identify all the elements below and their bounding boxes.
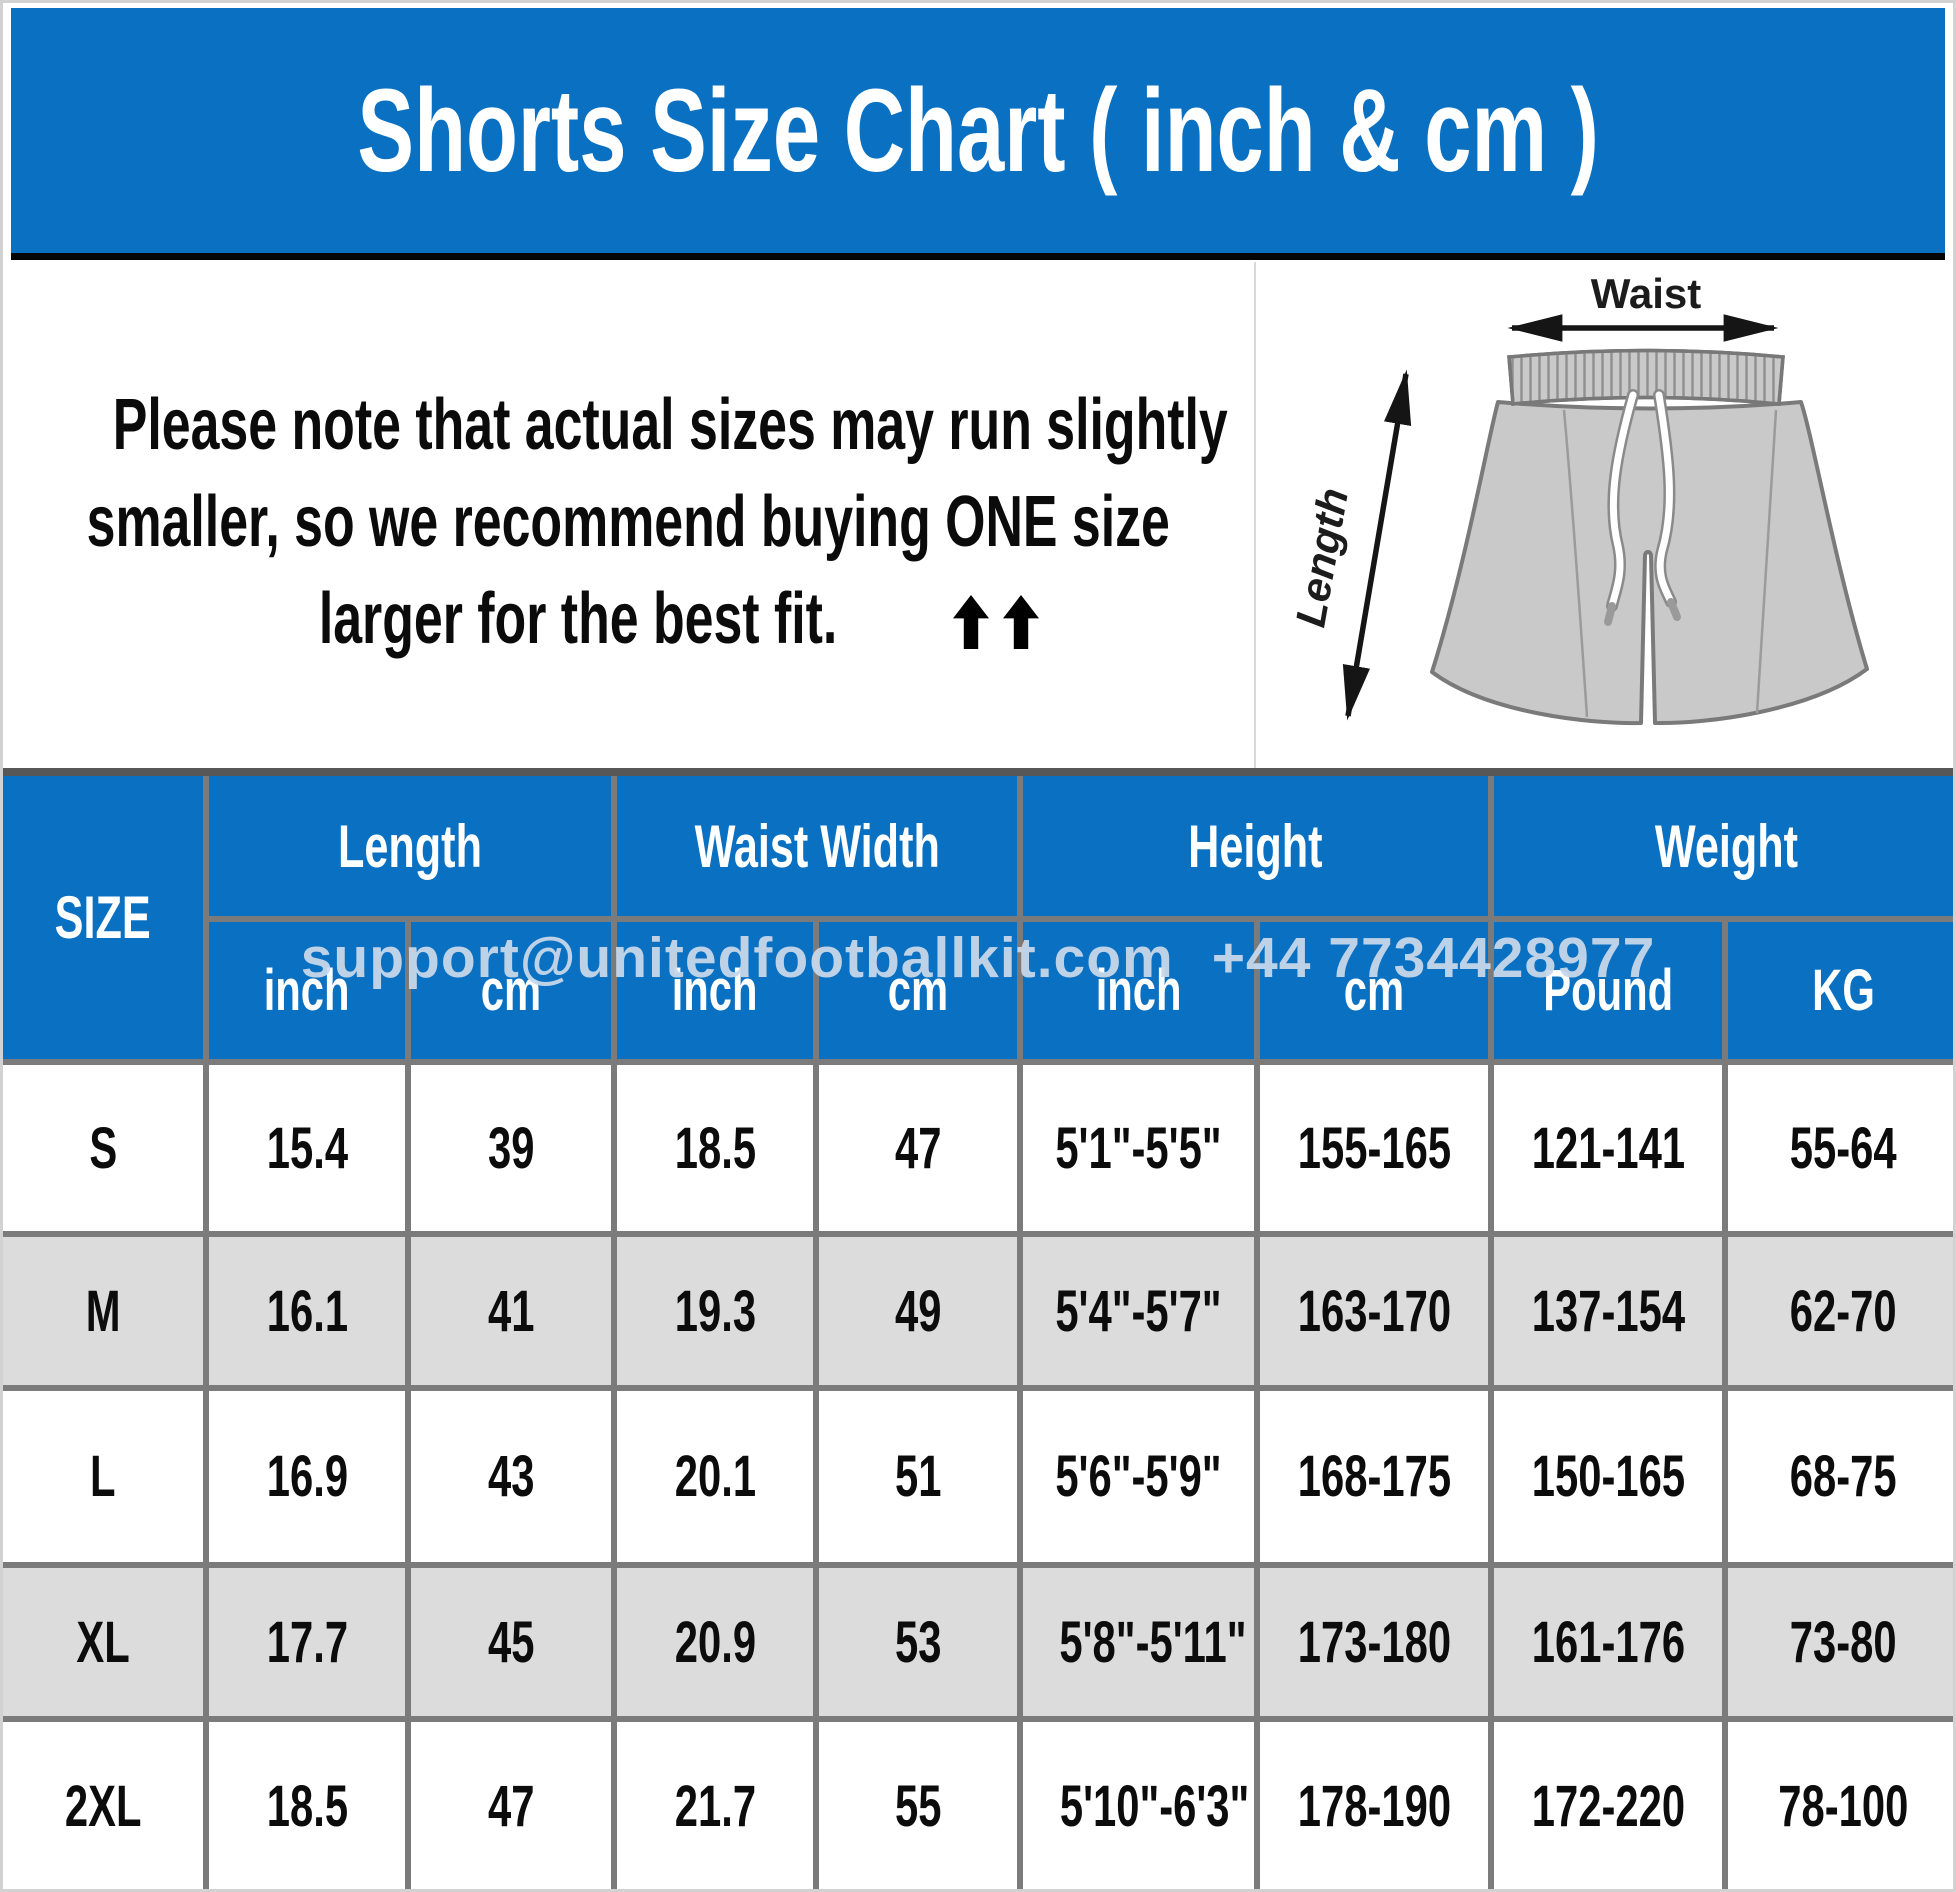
table-cell: 5'8"-5'11" <box>1017 1562 1261 1722</box>
table-cell: 16.9 <box>203 1385 411 1568</box>
col-header-length-inch: inch <box>206 916 411 1065</box>
title-banner: Shorts Size Chart ( inch & cm ) <box>11 8 1945 260</box>
col-header-length-cm: cm <box>404 916 618 1065</box>
col-header-weight-kg: KG <box>1722 916 1953 1065</box>
row-size-label: S <box>3 1059 209 1237</box>
table-cell: 47 <box>404 1716 618 1889</box>
waist-label: Waist <box>1591 270 1701 317</box>
row-size-label: 2XL <box>3 1716 209 1889</box>
table-cell: 21.7 <box>611 1716 820 1889</box>
table-cell: 18.5 <box>203 1716 411 1889</box>
note-line-1: Please note that actual sizes may run sl… <box>3 377 1445 474</box>
shorts-body <box>1430 400 1869 726</box>
col-group-weight: Weight <box>1488 768 1953 922</box>
col-header-waist-cm: cm <box>813 916 1024 1065</box>
table-cell: 39 <box>404 1059 618 1237</box>
table-cell: 168-175 <box>1254 1385 1495 1568</box>
table-cell: 163-170 <box>1254 1231 1495 1391</box>
table-row-xl: XL 17.7 45 20.9 53 5'8"-5'11" 173-180 16… <box>3 1562 1953 1722</box>
shorts-left-seam <box>1562 409 1589 718</box>
note-text-2: smaller, so we recommend buying ONE size <box>86 481 1171 562</box>
table-cell: 18.5 <box>611 1059 820 1237</box>
table-row-l: L 16.9 43 20.1 51 5'6"-5'9" 168-175 150-… <box>3 1385 1953 1568</box>
table-cell: 55 <box>813 1716 1024 1889</box>
col-group-length: Length <box>202 768 618 922</box>
table-cell: 16.1 <box>203 1231 411 1391</box>
table-cell: 150-165 <box>1488 1385 1729 1568</box>
note-text-1: Please note that actual sizes may run sl… <box>113 384 1228 465</box>
row-size-label: L <box>3 1385 209 1568</box>
table-cell: 45 <box>404 1562 618 1722</box>
drawstring <box>1604 389 1681 626</box>
shorts-right-seam <box>1755 409 1778 714</box>
table-row-s: S 15.4 39 18.5 47 5'1"-5'5" 155-165 121-… <box>3 1059 1953 1237</box>
col-header-waist-inch: inch <box>611 916 820 1065</box>
table-cell: 17.7 <box>203 1562 411 1722</box>
table-cell: 55-64 <box>1722 1059 1953 1237</box>
table-cell: 47 <box>813 1059 1024 1237</box>
row-size-label: XL <box>3 1562 209 1722</box>
table-cell: 51 <box>813 1385 1024 1568</box>
page-title: Shorts Size Chart ( inch & cm ) <box>357 64 1599 197</box>
col-group-height: Height <box>1017 768 1495 922</box>
table-cell: 137-154 <box>1488 1231 1729 1391</box>
note-text-3: larger for the best fit. <box>319 578 838 659</box>
table-cell: 53 <box>813 1562 1024 1722</box>
shorts-diagram: Waist Length <box>1254 262 1953 768</box>
up-arrow-icon <box>952 594 989 649</box>
table-cell: 5'6"-5'9" <box>1017 1385 1261 1568</box>
row-size-label: M <box>3 1231 209 1391</box>
col-header-height-cm: cm <box>1254 916 1495 1065</box>
table-cell: 78-100 <box>1722 1716 1953 1889</box>
col-group-waist-width: Waist Width <box>611 768 1024 922</box>
length-arrow <box>1342 369 1412 721</box>
table-cell: 5'1"-5'5" <box>1017 1059 1261 1237</box>
up-arrow-icon <box>1002 594 1039 649</box>
length-label: Length <box>1286 484 1357 630</box>
table-cell: 20.9 <box>611 1562 820 1722</box>
col-header-height-inch: inch <box>1017 916 1261 1065</box>
size-table: SIZE Length Waist Width Height Weight in… <box>3 768 1953 1889</box>
note-line-2: smaller, so we recommend buying ONE size <box>3 474 1381 571</box>
table-cell: 5'4"-5'7" <box>1017 1231 1261 1391</box>
table-cell: 155-165 <box>1254 1059 1495 1237</box>
table-cell: 5'10"-6'3" <box>1017 1716 1261 1889</box>
table-cell: 41 <box>404 1231 618 1391</box>
col-header-weight-pound: Pound <box>1488 916 1729 1065</box>
table-cell: 161-176 <box>1488 1562 1729 1722</box>
table-row-m: M 16.1 41 19.3 49 5'4"-5'7" 163-170 137-… <box>3 1231 1953 1391</box>
table-cell: 73-80 <box>1722 1562 1953 1722</box>
table-cell: 15.4 <box>203 1059 411 1237</box>
table-row-2xl: 2XL 18.5 47 21.7 55 5'10"-6'3" 178-190 1… <box>3 1716 1953 1889</box>
table-cell: 172-220 <box>1488 1716 1729 1889</box>
table-cell: 173-180 <box>1254 1562 1495 1722</box>
table-cell: 20.1 <box>611 1385 820 1568</box>
col-header-size: SIZE <box>3 768 209 1065</box>
table-cell: 49 <box>813 1231 1024 1391</box>
table-cell: 62-70 <box>1722 1231 1953 1391</box>
table-cell: 178-190 <box>1254 1716 1495 1889</box>
table-cell: 19.3 <box>611 1231 820 1391</box>
table-cell: 68-75 <box>1722 1385 1953 1568</box>
table-cell: 121-141 <box>1488 1059 1729 1237</box>
note-block: Please note that actual sizes may run sl… <box>3 262 1254 768</box>
table-cell: 43 <box>404 1385 618 1568</box>
note-line-3: larger for the best fit. <box>218 571 1039 668</box>
